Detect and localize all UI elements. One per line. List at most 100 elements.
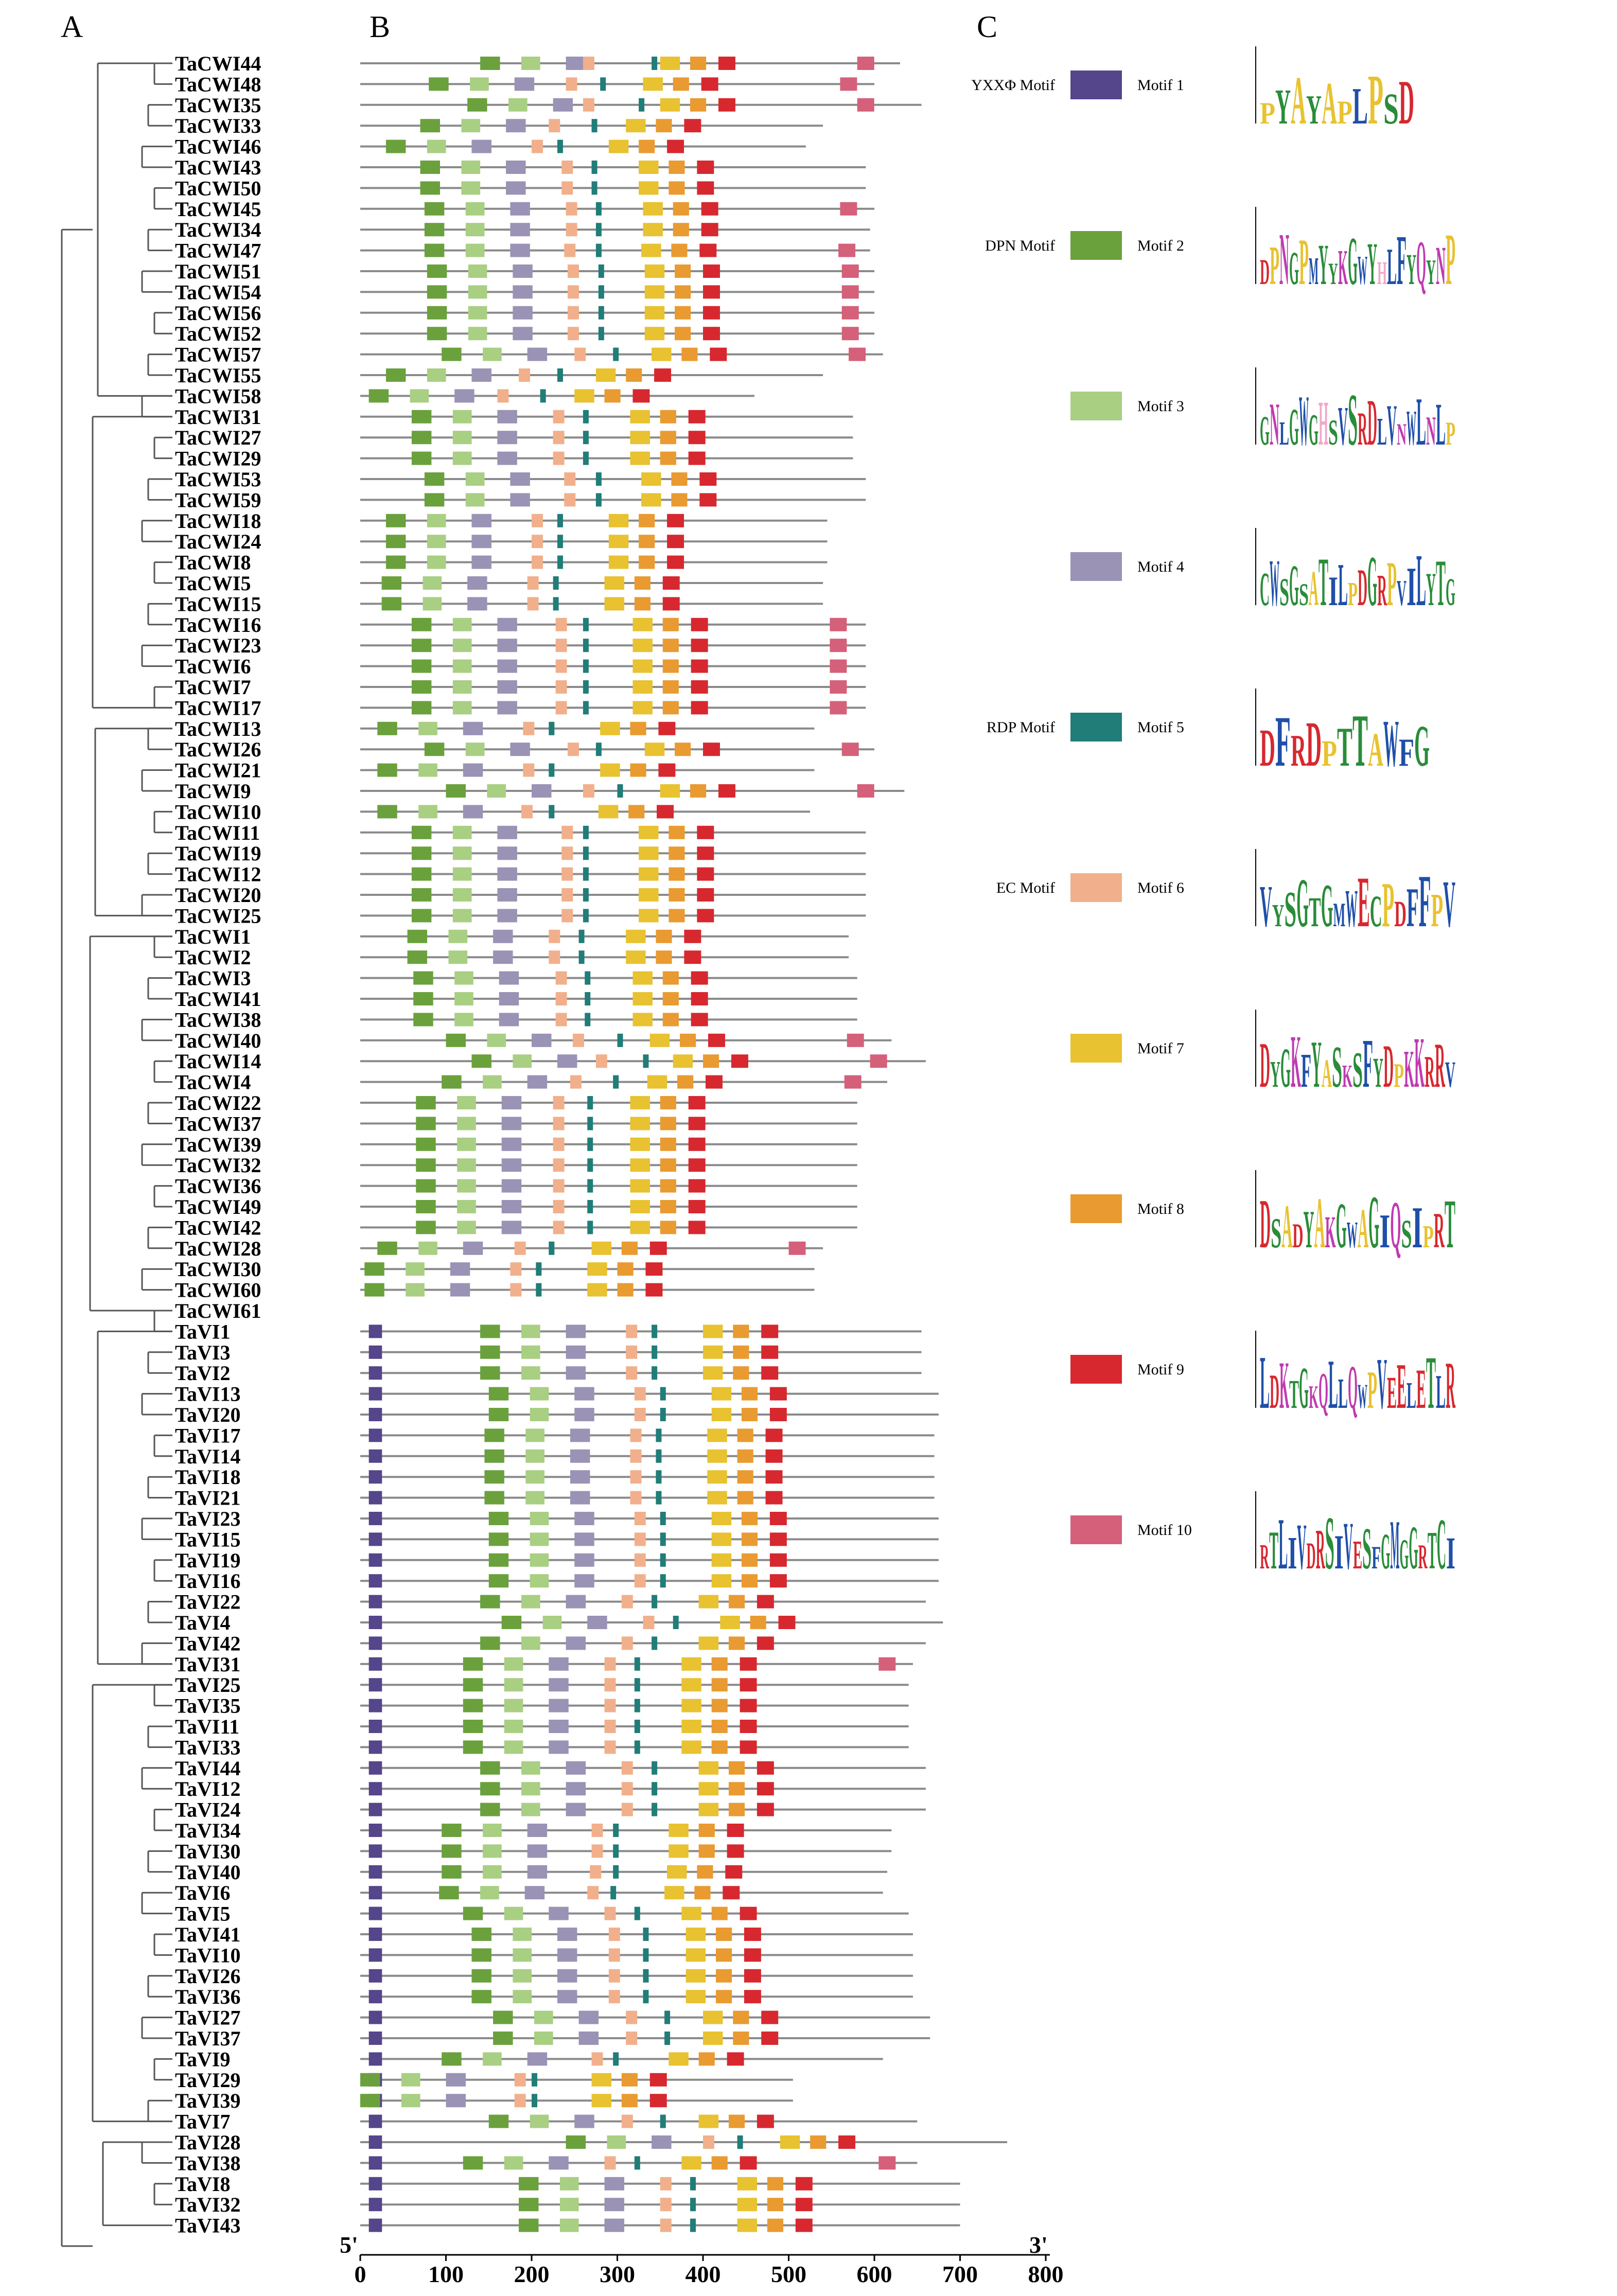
logo-letter: D <box>1306 1535 1315 1577</box>
motif-block-1 <box>368 1844 382 1858</box>
motif-block-9 <box>654 368 672 382</box>
gene-name: TaCWI52 <box>175 322 261 345</box>
motif-block-4 <box>510 743 530 756</box>
motif-block-8 <box>660 451 676 465</box>
motif-block-5 <box>652 1366 658 1380</box>
motif-block-8 <box>741 1387 758 1401</box>
motif-block-4 <box>497 639 517 652</box>
logo-letter: Y <box>1426 253 1436 292</box>
motif-block-9 <box>691 971 708 985</box>
gene-name: TaCWI19 <box>175 842 261 865</box>
motif-block-7 <box>711 1512 732 1525</box>
logo-letter: Y <box>1311 1027 1322 1102</box>
motif-block-5 <box>532 2094 537 2108</box>
motif-block-10 <box>857 784 874 798</box>
tree-branch <box>141 1393 172 1416</box>
logo-letter: D <box>1260 718 1275 778</box>
motif-block-9 <box>699 493 717 507</box>
length-axis: 5' 3' 0 100 200 300 400 500 600 700 800 <box>340 2232 1064 2287</box>
motif-block-9 <box>708 1033 725 1047</box>
motif-block-8 <box>660 431 676 445</box>
motif-block-6 <box>566 77 577 91</box>
tree-branch <box>147 104 172 127</box>
motif-block-7 <box>647 1075 667 1089</box>
motif-block-2 <box>488 1408 509 1421</box>
motif-block-5 <box>587 1200 593 1213</box>
gene-name: TaVI6 <box>175 1881 230 1904</box>
motif-block-7 <box>780 2135 800 2149</box>
logo-letter: R <box>1358 402 1367 455</box>
motif-block-2 <box>411 451 432 465</box>
tree-branch <box>97 62 172 397</box>
gene-name: TaVI40 <box>175 1861 240 1884</box>
motif-block-9 <box>667 139 684 153</box>
logo-letter: T <box>1426 1340 1436 1424</box>
motif-block-9 <box>765 1449 783 1463</box>
motif-block-9 <box>688 1200 706 1213</box>
motif-block-7 <box>707 1428 727 1442</box>
motif-block-9 <box>649 1241 667 1255</box>
motif-block-5 <box>660 1408 666 1421</box>
tree-branch <box>141 146 172 168</box>
motif-block-7 <box>639 888 659 902</box>
motif-tracks <box>360 57 1008 2232</box>
motif-block-4 <box>566 1782 586 1796</box>
motif-block-2 <box>411 431 432 445</box>
motif-block-9 <box>769 1553 787 1567</box>
motif-block-4 <box>506 181 526 195</box>
motif-block-5 <box>598 285 604 299</box>
motif-block-8 <box>728 1803 745 1816</box>
motif-block-8 <box>741 1553 758 1567</box>
motif-block-7 <box>632 1013 653 1027</box>
motif-block-2 <box>429 77 449 91</box>
motif-block-6 <box>604 1720 616 1733</box>
motif-block-6 <box>553 431 565 445</box>
motif-block-6 <box>553 1137 565 1151</box>
logo-letter: Y <box>1306 86 1322 133</box>
motif-block-6 <box>527 597 539 611</box>
motif-block-9 <box>645 1283 663 1297</box>
logo-letter: G <box>1409 1513 1418 1582</box>
motif-block-5 <box>591 161 597 174</box>
legend-motif-name: Motif 5 <box>1137 719 1184 736</box>
gene-name: TaCWI18 <box>175 509 261 533</box>
logo-letter: E <box>1358 862 1370 942</box>
legend-motif-name: Motif 6 <box>1137 879 1184 896</box>
motif-block-4 <box>497 410 517 423</box>
motif-block-7 <box>644 327 665 341</box>
motif-block-9 <box>757 2114 774 2128</box>
motif-block-5 <box>585 1013 591 1027</box>
motif-block-3 <box>465 743 485 756</box>
motif-block-3 <box>504 1906 523 1920</box>
gene-name: TaVI22 <box>175 1591 240 1614</box>
motif-block-6 <box>527 576 539 590</box>
motif-block-10 <box>870 1054 887 1068</box>
motif-block-2 <box>471 1969 491 1983</box>
motif-block-10 <box>830 701 847 715</box>
motif-block-4 <box>513 306 533 320</box>
motif-block-5 <box>557 514 563 527</box>
motif-block-3 <box>452 909 472 923</box>
logo-letter: D <box>1260 1030 1270 1101</box>
motif-block-9 <box>688 1096 706 1109</box>
motif-block-5 <box>536 1262 542 1276</box>
motif-block-6 <box>590 1865 602 1879</box>
gene-name: TaCWI1 <box>175 925 251 948</box>
gene-name: TaCWI46 <box>175 135 261 158</box>
motif-block-7 <box>626 119 646 133</box>
motif-block-9 <box>761 1366 779 1380</box>
logo-letter: K <box>1342 1059 1352 1094</box>
motif-block-2 <box>480 1345 500 1359</box>
motif-block-8 <box>669 867 685 881</box>
motif-block-7 <box>686 1928 706 1941</box>
motif-block-9 <box>765 1470 783 1484</box>
motif-block-9 <box>723 1886 740 1900</box>
logo-letter: E <box>1397 1351 1407 1422</box>
motif-block-4 <box>499 992 519 1005</box>
motif-block-5 <box>617 784 623 798</box>
motif-block-2 <box>413 971 433 985</box>
motif-block-6 <box>561 888 573 902</box>
motif-block-2 <box>411 846 432 860</box>
gene-name: TaCWI49 <box>175 1195 261 1218</box>
logo-letter: I <box>1407 556 1416 617</box>
